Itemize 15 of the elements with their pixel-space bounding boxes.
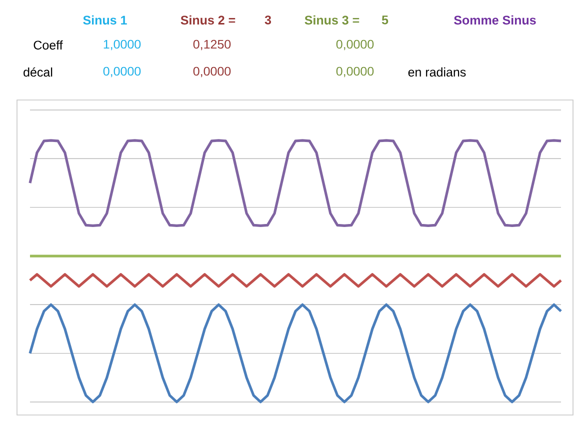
text: Sinus 1: [83, 15, 127, 25]
text: Sinus 3 =: [304, 15, 360, 25]
text: Coeff: [34, 40, 63, 50]
text: 0,1250: [193, 40, 231, 50]
text: Somme Sinus: [454, 15, 536, 25]
text: 3: [264, 16, 272, 24]
text: décal: [24, 67, 52, 77]
text: en radians: [408, 67, 466, 77]
text: 0,0000: [336, 66, 374, 78]
text: 0,0000: [336, 40, 374, 50]
text: 0,0000: [193, 66, 231, 78]
text: 1,0000: [104, 40, 141, 50]
text: 5: [382, 16, 388, 24]
text: 0,0000: [103, 66, 141, 78]
text: Sinus 2 =: [180, 15, 236, 25]
